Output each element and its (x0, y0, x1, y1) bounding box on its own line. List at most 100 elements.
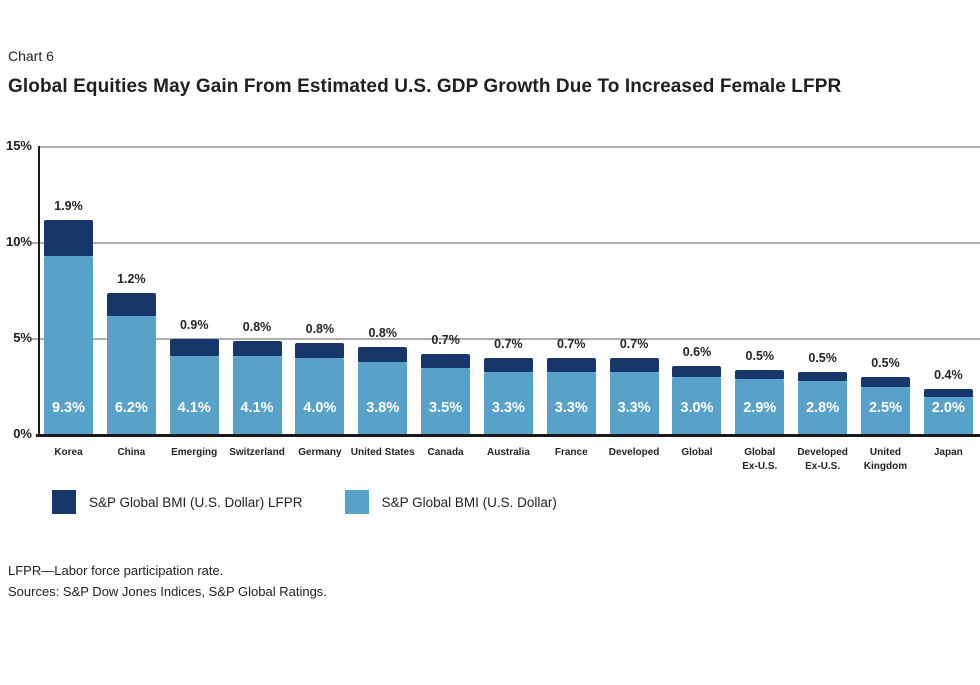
bar-segment-lfpr (609, 358, 659, 372)
stacked-bar (735, 369, 785, 435)
stacked-bar (358, 346, 408, 435)
bar-value-label-bmi: 2.0% (931, 400, 965, 416)
x-axis-label: Global (681, 447, 713, 458)
legend-swatch-light-blue (344, 490, 369, 514)
stacked-bar (169, 339, 219, 435)
bar-group-china: 1.2% 6.2% China (106, 147, 156, 458)
bar-group-developed: 0.7% 3.3% Developed (609, 147, 660, 458)
x-axis-label: Switzerland (229, 447, 285, 458)
y-axis-label: 15% (5, 138, 32, 153)
bar-segment-bmi (923, 396, 973, 435)
x-axis-label: United Kingdom (863, 447, 908, 472)
y-axis-label: 5% (13, 330, 32, 345)
bar-value-label-bmi: 2.5% (868, 400, 902, 416)
bar-value-label-lfpr: 1.9% (54, 198, 83, 213)
bar-value-label-lfpr: 0.8% (305, 321, 335, 336)
stacked-bar (421, 354, 471, 435)
bar-group-emerging: 0.9% 4.1% Emerging (169, 147, 219, 458)
page-title: Global Equities May Gain From Estimated … (8, 76, 842, 97)
x-axis-label: Australia (487, 447, 530, 458)
x-axis-label: Japan (933, 447, 963, 458)
bar-group-switzerland: 0.8% 4.1% Switzerland (229, 147, 285, 458)
bar-value-label-lfpr: 1.2% (117, 271, 146, 286)
bar-segment-lfpr (295, 342, 345, 359)
bar-group-japan: 0.4% 2.0% Japan (923, 147, 973, 458)
bar-segment-bmi (672, 377, 722, 435)
legend-item-lfpr: S&P Global BMI (U.S. Dollar) LFPR (52, 490, 303, 514)
bar-value-label-bmi: 3.5% (429, 400, 463, 416)
footnote-lfpr-definition: LFPR—Labor force participation rate. (8, 563, 224, 578)
bar-segment-bmi (295, 358, 345, 435)
bar-value-label-bmi: 3.3% (491, 400, 525, 416)
stacked-bar (923, 388, 973, 435)
bar-segment-bmi (798, 381, 848, 435)
x-axis-label: Germany (298, 447, 342, 458)
bar-segment-bmi (106, 315, 156, 435)
bars-container: 1.9% 9.3% Korea 1.2% 6.2% China 0.9% 4.1% Emergi… (44, 147, 973, 472)
bar-group-australia: 0.7% 3.3% Australia (483, 147, 533, 458)
y-axis-label: 10% (5, 234, 32, 249)
bar-segment-bmi (546, 371, 596, 435)
gridline-15pct (38, 146, 980, 148)
stacked-bar (546, 358, 596, 435)
bar-segment-lfpr (483, 358, 533, 372)
bar-segment-bmi (483, 371, 533, 435)
y-axis-tick (31, 338, 38, 340)
footnotes: LFPR—Labor force participation rate. Sou… (8, 561, 327, 603)
stacked-bar (295, 342, 345, 435)
y-axis-label: 0% (13, 426, 32, 441)
bar-group-united-kingdom: 0.5% 2.5% United Kingdom (860, 147, 910, 472)
bar-group-canada: 0.7% 3.5% Canada (421, 147, 471, 458)
bar-segment-lfpr (106, 292, 156, 316)
bar-value-label-bmi: 4.1% (177, 400, 211, 416)
y-axis-line (38, 146, 40, 436)
x-axis-label: China (117, 447, 146, 458)
x-axis-label: Developed (608, 447, 660, 458)
chart-legend: S&P Global BMI (U.S. Dollar) LFPR S&P Gl… (52, 490, 557, 514)
bar-group-germany: 0.8% 4.0% Germany (295, 147, 345, 458)
bar-value-label-bmi: 3.8% (366, 400, 400, 416)
gridline-10pct (38, 242, 980, 244)
bar-group-united-states: 0.8% 3.8% United States (351, 147, 415, 458)
bar-value-label-bmi: 3.3% (554, 400, 588, 416)
bar-segment-bmi (421, 367, 471, 435)
bar-value-label-lfpr: 0.4% (934, 367, 963, 382)
bar-value-label-bmi: 3.0% (680, 400, 714, 416)
stacked-bar (798, 371, 848, 435)
bar-group-france: 0.7% 3.3% France (546, 147, 596, 458)
bar-value-label-lfpr: 0.5% (808, 350, 837, 365)
bar-value-label-lfpr: 0.8% (242, 319, 272, 334)
stacked-bar (672, 365, 722, 435)
bar-segment-lfpr (44, 219, 93, 257)
x-axis-label: Emerging (171, 447, 218, 458)
stacked-bar (609, 358, 659, 435)
bar-chart: 15% 10% 5% 0% 1.9% 9.3% Korea 1.2% 6.2% China… (0, 138, 980, 472)
x-axis-label: Korea (54, 447, 83, 458)
bar-value-label-bmi: 9.3% (51, 400, 86, 416)
bar-segment-lfpr (672, 365, 722, 378)
bar-segment-lfpr (546, 358, 596, 372)
bar-segment-lfpr (358, 346, 408, 363)
bar-segment-lfpr (169, 339, 219, 357)
x-axis-label: United States (350, 447, 415, 458)
x-axis-label: Canada (427, 447, 464, 458)
stacked-bar (483, 358, 533, 435)
gridline-5pct (38, 338, 980, 340)
bar-segment-lfpr (232, 340, 282, 357)
y-axis-tick (31, 242, 38, 244)
bar-segment-bmi (169, 356, 219, 435)
bar-segment-bmi (860, 387, 910, 435)
bar-segment-lfpr (421, 354, 471, 368)
x-axis-label: Global Ex-U.S. (742, 447, 778, 472)
bar-value-label-lfpr: 0.7% (494, 337, 523, 352)
chart-number-label: Chart 6 (8, 48, 54, 64)
x-axis-line (36, 434, 980, 437)
bar-value-label-bmi: 2.9% (743, 400, 777, 416)
legend-label: S&P Global BMI (U.S. Dollar) (381, 494, 557, 510)
bar-value-label-bmi: 3.3% (617, 400, 651, 416)
bar-segment-bmi (232, 356, 282, 435)
bar-group-developed-ex-u-s: 0.5% 2.8% Developed Ex-U.S. (797, 147, 848, 472)
stacked-bar (106, 292, 156, 435)
bar-segment-lfpr (860, 377, 910, 387)
stacked-bar (860, 377, 910, 435)
